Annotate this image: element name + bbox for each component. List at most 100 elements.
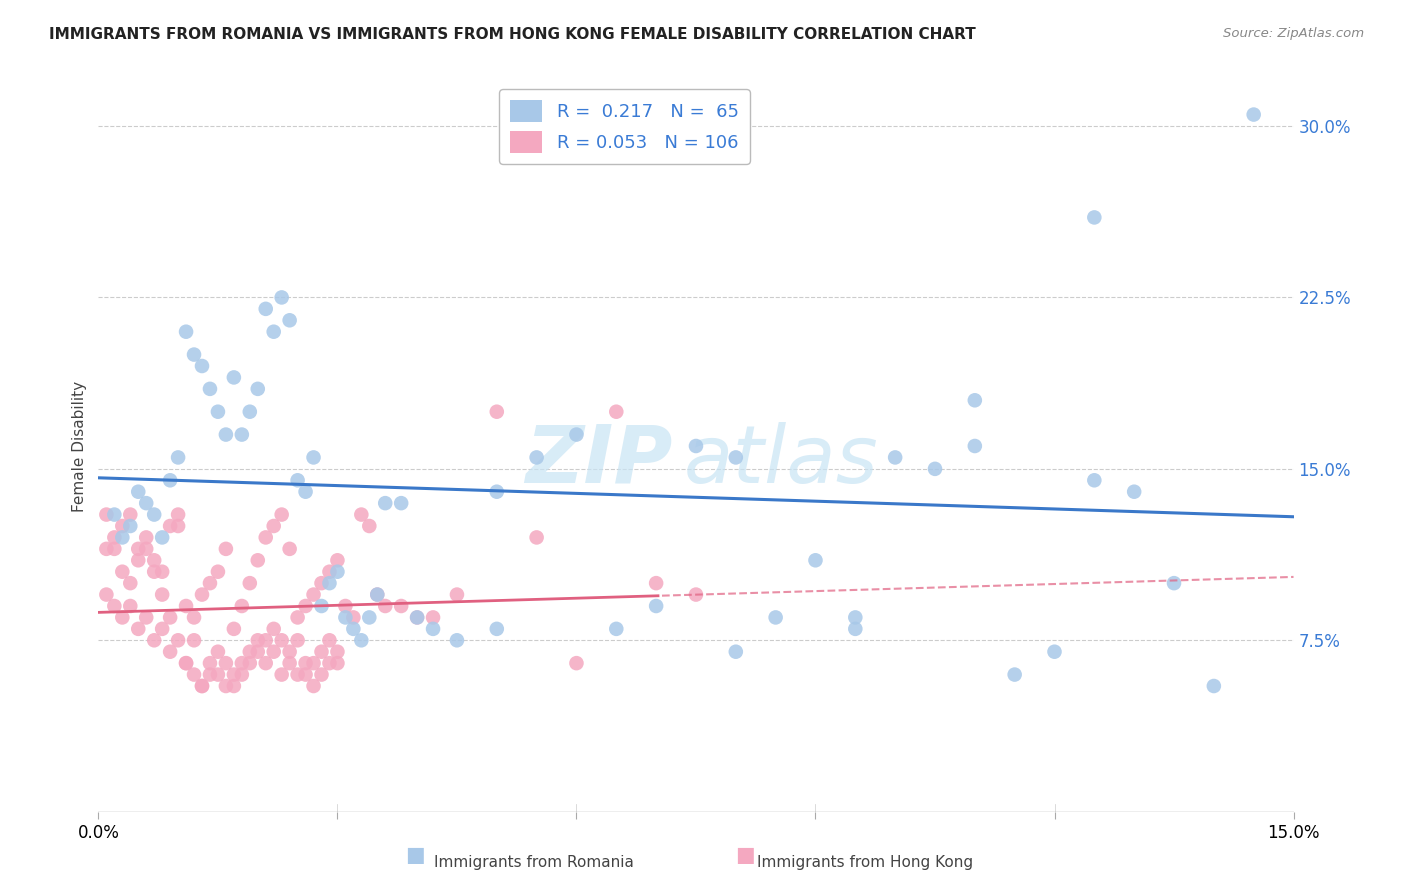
Point (231, 427, 253, 442)
Point (96, 541, 118, 556)
Point (335, 610, 357, 624)
Point (111, 530, 134, 544)
Point (294, 484, 316, 499)
Point (96, 588, 118, 602)
Point (765, 610, 787, 624)
Point (215, 541, 238, 556)
Point (150, 588, 173, 602)
Point (884, 450, 907, 465)
Point (302, 588, 325, 602)
Point (366, 588, 388, 602)
Point (222, 622, 245, 636)
Point (294, 667, 316, 681)
Point (963, 393, 986, 408)
Point (685, 439, 707, 453)
Point (294, 656, 316, 670)
Point (342, 610, 364, 624)
Point (804, 553, 827, 567)
Point (207, 565, 229, 579)
Point (231, 667, 253, 681)
Point (159, 519, 181, 533)
Point (215, 427, 238, 442)
Point (270, 508, 292, 522)
Point (645, 599, 668, 613)
Point (174, 599, 197, 613)
Point (127, 553, 149, 567)
Point (103, 599, 125, 613)
Point (135, 530, 157, 544)
Point (215, 679, 238, 693)
Point (1163, 576, 1185, 591)
Point (374, 496, 396, 510)
Point (1202, 679, 1225, 693)
Point (963, 439, 986, 453)
Point (287, 473, 309, 487)
Point (254, 633, 277, 648)
Point (485, 484, 508, 499)
Point (111, 519, 134, 533)
Point (120, 508, 142, 522)
Point (120, 519, 142, 533)
Point (263, 519, 285, 533)
Point (359, 610, 381, 624)
Point (198, 656, 221, 670)
Point (311, 599, 333, 613)
Point (183, 610, 205, 624)
Point (526, 530, 548, 544)
Point (565, 656, 588, 670)
Point (222, 679, 245, 693)
Point (239, 576, 262, 591)
Point (198, 667, 221, 681)
Point (270, 633, 292, 648)
Text: ■: ■ (405, 846, 425, 865)
Point (326, 565, 349, 579)
Point (246, 382, 269, 396)
Point (239, 405, 262, 419)
Point (389, 599, 412, 613)
Point (103, 541, 125, 556)
Point (183, 667, 205, 681)
Point (215, 656, 238, 670)
Point (1083, 473, 1105, 487)
Point (174, 656, 197, 670)
Point (191, 679, 214, 693)
Point (724, 450, 747, 465)
Point (318, 565, 340, 579)
Point (120, 576, 142, 591)
Point (565, 427, 588, 442)
Point (302, 450, 325, 465)
Text: Immigrants from Hong Kong: Immigrants from Hong Kong (756, 855, 973, 870)
Point (302, 656, 325, 670)
Point (183, 347, 205, 362)
Point (254, 301, 277, 316)
Point (844, 610, 866, 624)
Point (485, 622, 508, 636)
Point (207, 667, 229, 681)
Point (231, 656, 253, 670)
Point (485, 405, 508, 419)
Point (270, 290, 292, 304)
Text: IMMIGRANTS FROM ROMANIA VS IMMIGRANTS FROM HONG KONG FEMALE DISABILITY CORRELATI: IMMIGRANTS FROM ROMANIA VS IMMIGRANTS FR… (49, 27, 976, 42)
Point (326, 645, 349, 659)
Point (127, 622, 149, 636)
Point (191, 359, 214, 373)
Point (246, 633, 269, 648)
Point (526, 450, 548, 465)
Point (231, 599, 253, 613)
Point (239, 645, 262, 659)
Point (1083, 211, 1105, 225)
Point (207, 645, 229, 659)
Text: Source: ZipAtlas.com: Source: ZipAtlas.com (1223, 27, 1364, 40)
Point (302, 679, 325, 693)
Point (359, 519, 381, 533)
Point (254, 530, 277, 544)
Point (174, 656, 197, 670)
Point (198, 576, 221, 591)
Point (278, 645, 301, 659)
Point (350, 508, 373, 522)
Point (111, 610, 134, 624)
Point (135, 541, 157, 556)
Point (143, 565, 166, 579)
Point (183, 633, 205, 648)
Point (270, 667, 292, 681)
